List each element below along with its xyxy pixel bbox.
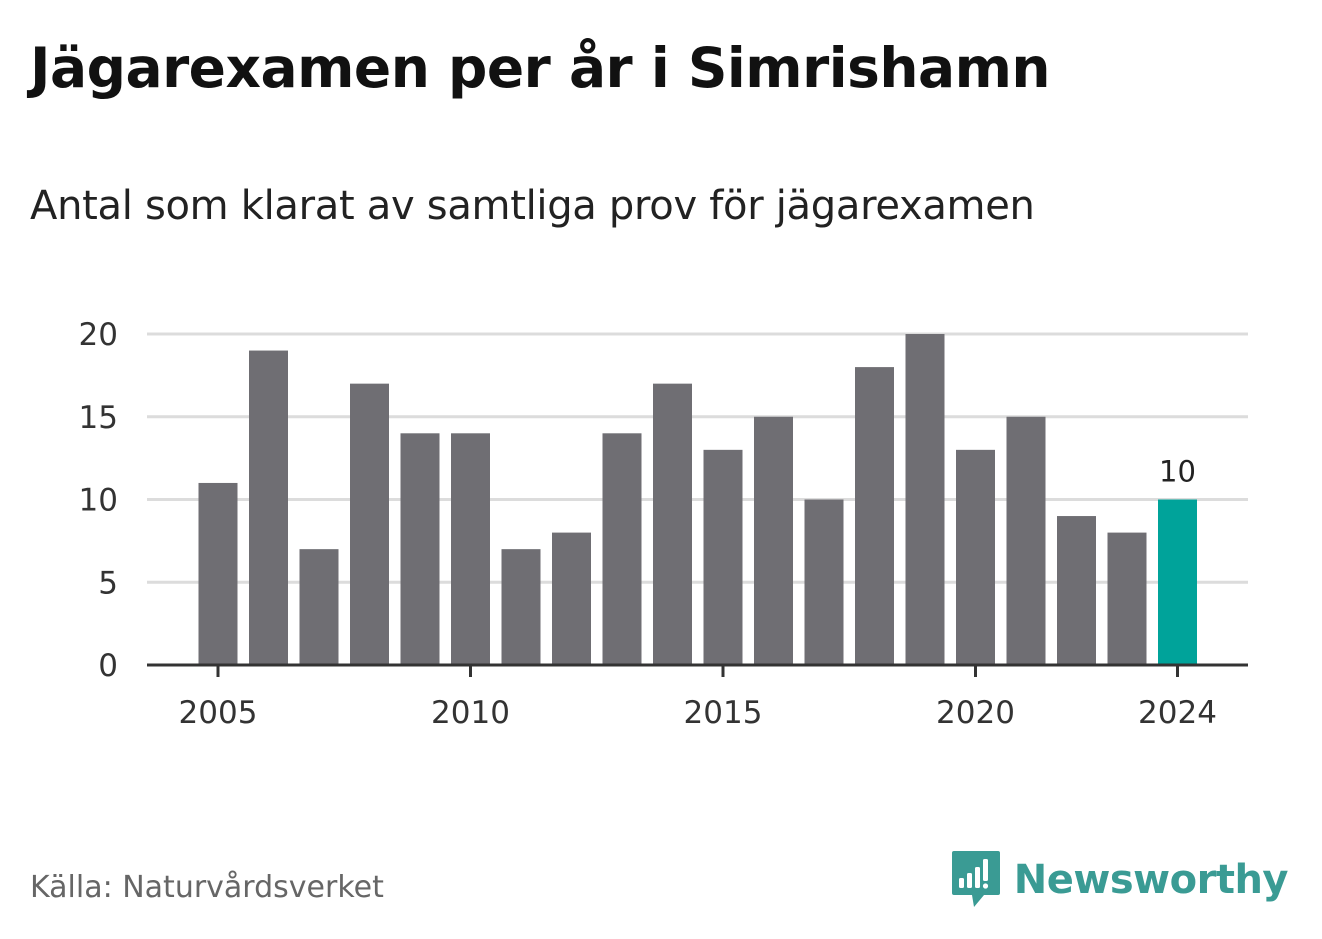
bar: [703, 449, 743, 665]
bar: [1006, 416, 1046, 665]
bar: [552, 532, 591, 665]
y-tick-label: 20: [79, 317, 118, 353]
bar: [198, 482, 238, 665]
bar: [804, 499, 844, 665]
bar-value-label: 10: [1159, 455, 1196, 489]
bars: [198, 334, 1197, 665]
brand-logo-block: Newsworthy: [950, 848, 1289, 912]
bar: [1057, 516, 1096, 665]
bar: [299, 549, 339, 665]
bar: [501, 549, 541, 665]
x-tick-label: 2005: [179, 695, 258, 731]
bar: [855, 367, 894, 665]
y-tick-label: 15: [79, 400, 118, 436]
bar: [400, 433, 440, 665]
x-tick-label: 2015: [684, 695, 763, 731]
y-tick-label: 10: [79, 483, 118, 519]
bar-highlight: [1158, 499, 1197, 665]
y-tick-label: 0: [98, 648, 118, 684]
chart-subtitle: Antal som klarat av samtliga prov för jä…: [30, 183, 1035, 229]
bar: [653, 383, 692, 665]
chart-title: Jägarexamen per år i Simrishamn: [30, 36, 1051, 100]
axes: 0 5 10 15 20 2005 2010 2015 2020 2024: [79, 317, 1248, 731]
bar-chart: 0 5 10 15 20 2005 2010 2015 2020 2024 10: [79, 317, 1248, 731]
bar: [249, 350, 288, 665]
x-tick-label: 2010: [431, 695, 510, 731]
y-tick-label: 5: [98, 565, 118, 601]
bar: [1107, 532, 1147, 665]
bar: [451, 433, 490, 665]
bar: [754, 416, 793, 665]
newsworthy-logo-icon: [951, 851, 1000, 907]
bar: [905, 334, 945, 665]
source-note: Källa: Naturvårdsverket: [30, 870, 384, 905]
bar: [956, 449, 995, 665]
bar: [602, 433, 642, 665]
brand-name: Newsworthy: [1013, 857, 1289, 903]
bar: [350, 383, 389, 665]
x-tick-label: 2024: [1138, 695, 1217, 731]
data-labels: 10: [1159, 455, 1196, 489]
x-tick-label: 2020: [936, 695, 1015, 731]
